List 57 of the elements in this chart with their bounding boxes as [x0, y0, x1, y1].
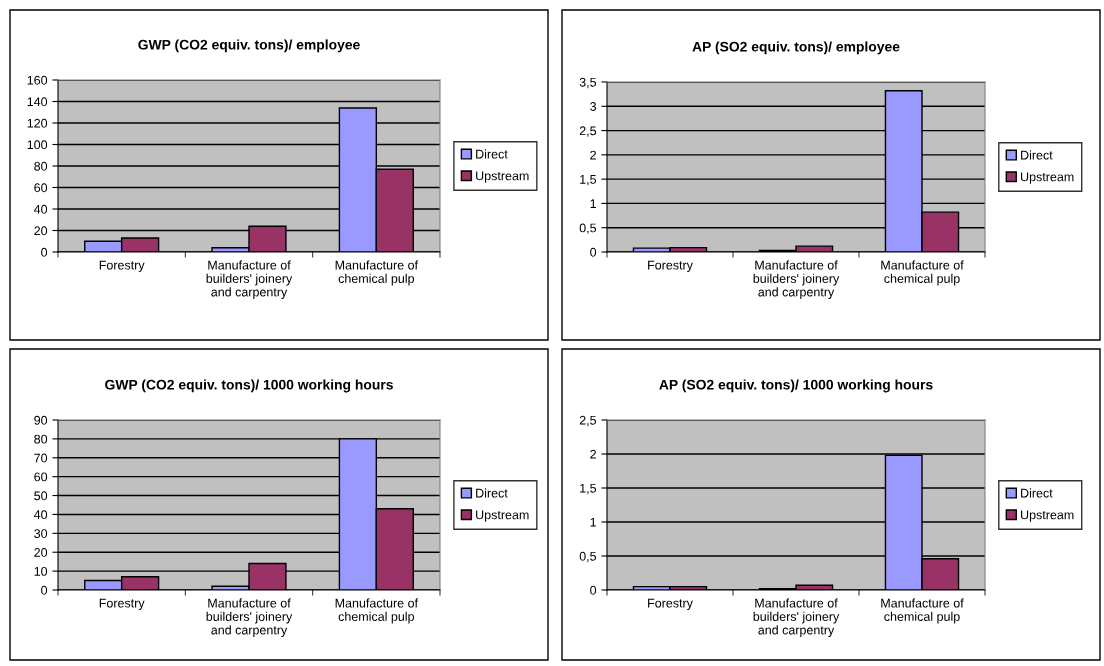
y-tick-label: 0 [41, 247, 48, 257]
chart-title: GWP (CO2 equiv. tons)/ employee [138, 39, 360, 53]
y-tick-label: 1 [590, 517, 596, 527]
y-tick-label: 60 [34, 183, 48, 193]
y-tick-label: 60 [34, 472, 48, 482]
y-tick-label: 80 [34, 434, 48, 444]
x-tick-label: Manufacture of builders' joinery and carpentry [206, 260, 293, 299]
legend-label: Direct [1021, 150, 1053, 160]
y-tick-label: 1,5 [580, 175, 597, 186]
y-tick-label: 140 [27, 97, 48, 107]
y-tick-label: 3,5 [579, 77, 597, 89]
chart-title: GWP (CO2 equiv. tons)/ 1000 working hours [105, 379, 393, 393]
x-tick-label: Manufacture of chemical pulp [881, 598, 964, 624]
y-tick-label: 2,5 [579, 415, 597, 427]
y-tick-label: 20 [34, 548, 48, 557]
chart-title: AP (SO2 equiv. tons)/ employee [692, 41, 900, 55]
y-tick-label: 10 [34, 566, 48, 576]
y-tick-label: 90 [34, 415, 48, 425]
x-tick-label: Forestry [99, 260, 145, 272]
y-tick-label: 70 [34, 453, 48, 463]
x-tick-label: Manufacture of chemical pulp [335, 598, 419, 624]
y-tick-label: 1,5 [580, 483, 597, 495]
y-tick-label: 0,5 [579, 551, 597, 563]
x-tick-label: Forestry [99, 598, 145, 610]
y-tick-label: 40 [33, 510, 48, 520]
legend-label: Upstream [1021, 172, 1074, 184]
y-tick-label: 100 [27, 140, 48, 150]
y-tick-label: 30 [34, 529, 48, 538]
x-tick-label: Manufacture of chemical pulp [881, 260, 964, 286]
y-tick-label: 0 [590, 585, 597, 595]
x-tick-label: Manufacture of builders' joinery and carpentry [753, 260, 840, 299]
y-tick-label: 40 [33, 204, 48, 214]
x-tick-label: Manufacture of chemical pulp [335, 260, 419, 286]
y-tick-label: 3 [590, 102, 597, 111]
y-tick-label: 0 [41, 585, 48, 595]
y-tick-label: 0 [590, 247, 597, 257]
legend-label: Upstream [476, 171, 529, 183]
x-tick-label: Manufacture of builders' joinery and carpentry [206, 598, 293, 637]
legend-label: Upstream [1021, 510, 1074, 522]
y-tick-label: 160 [27, 75, 48, 85]
y-tick-label: 1 [590, 199, 596, 208]
x-tick-label: Manufacture of builders' joinery and carpentry [753, 598, 840, 637]
legend-label: Direct [1021, 488, 1053, 498]
y-tick-label: 80 [34, 161, 48, 171]
x-tick-label: Forestry [648, 598, 693, 610]
chart-title: AP (SO2 equiv. tons)/ 1000 working hours [659, 379, 933, 393]
y-tick-label: 20 [34, 226, 48, 236]
y-tick-label: 2 [590, 449, 596, 459]
y-tick-label: 2,5 [579, 126, 597, 137]
legend-label: Direct [476, 488, 508, 498]
y-tick-label: 0,5 [579, 223, 597, 234]
legend-label: Upstream [476, 510, 529, 522]
y-tick-label: 120 [27, 118, 48, 128]
y-tick-label: 2 [590, 150, 596, 160]
x-tick-label: Forestry [648, 260, 693, 272]
y-tick-label: 50 [34, 491, 48, 501]
legend-label: Direct [476, 149, 508, 159]
